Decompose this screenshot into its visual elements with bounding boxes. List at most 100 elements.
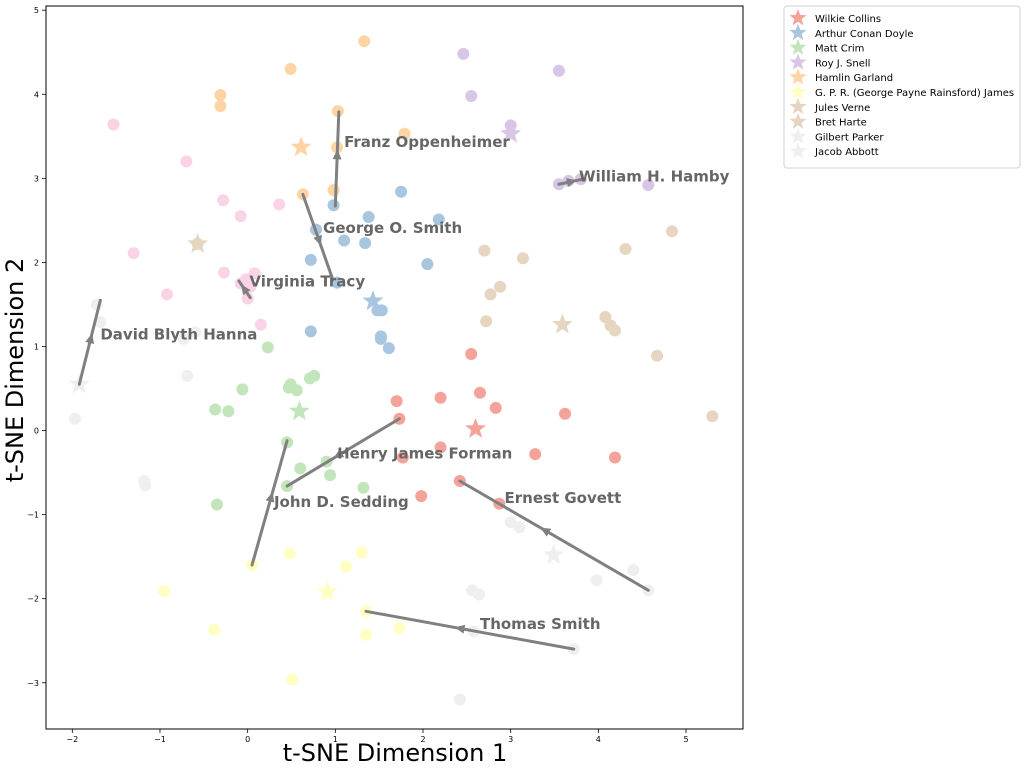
data-point bbox=[68, 412, 81, 425]
shift-arrow-head bbox=[241, 284, 251, 296]
data-point bbox=[217, 266, 230, 279]
shift-arrow bbox=[77, 298, 102, 386]
x-tick-label: 4 bbox=[596, 735, 601, 744]
series-10 bbox=[107, 118, 286, 331]
data-point bbox=[642, 179, 655, 192]
shift-arrow bbox=[250, 439, 289, 567]
data-point bbox=[529, 448, 542, 461]
data-point bbox=[465, 348, 478, 361]
shift-arrow bbox=[458, 479, 650, 592]
shift-arrow-head bbox=[332, 149, 342, 160]
shift-arrow-line bbox=[250, 439, 289, 567]
data-point bbox=[214, 89, 227, 102]
legend-entry-label: Hamlin Garland bbox=[815, 73, 893, 84]
centroid-star bbox=[362, 290, 384, 310]
data-point bbox=[651, 349, 664, 362]
series-7 bbox=[478, 225, 719, 423]
centroid-star bbox=[187, 232, 209, 253]
data-point bbox=[261, 341, 274, 354]
data-point bbox=[494, 280, 507, 293]
legend-marker-star bbox=[789, 127, 807, 144]
data-point bbox=[290, 384, 303, 397]
data-point bbox=[248, 267, 261, 280]
data-point bbox=[432, 213, 445, 226]
x-tick-label: −1 bbox=[154, 735, 166, 744]
data-point bbox=[217, 194, 230, 207]
data-point bbox=[304, 325, 317, 338]
y-tick-label: 5 bbox=[34, 6, 39, 15]
x-tick-label: 3 bbox=[508, 735, 513, 744]
data-point bbox=[504, 516, 517, 529]
data-point bbox=[489, 401, 502, 414]
y-tick-label: −1 bbox=[27, 511, 39, 520]
data-point bbox=[608, 324, 621, 337]
legend-entry-label: Arthur Conan Doyle bbox=[815, 29, 914, 40]
data-point bbox=[158, 585, 171, 598]
y-axis-title: t-SNE Dimension 2 bbox=[1, 258, 29, 483]
data-point bbox=[358, 35, 371, 48]
data-point bbox=[665, 225, 678, 238]
legend-entry-label: Wilkie Collins bbox=[815, 14, 881, 25]
data-point bbox=[375, 304, 388, 317]
x-tick-label: −2 bbox=[66, 735, 78, 744]
shift-arrow-line bbox=[364, 609, 576, 651]
author-label: Thomas Smith bbox=[480, 615, 601, 633]
data-point bbox=[127, 247, 140, 260]
shift-arrow bbox=[557, 177, 585, 187]
data-point bbox=[324, 469, 337, 482]
data-point bbox=[273, 198, 286, 211]
shift-arrow bbox=[285, 417, 401, 488]
author-label: Franz Oppenheimer bbox=[344, 133, 510, 151]
shift-arrow-head bbox=[85, 333, 95, 345]
data-point bbox=[107, 118, 120, 131]
author-label: John D. Sedding bbox=[273, 493, 409, 511]
data-point bbox=[254, 318, 267, 331]
data-point bbox=[590, 574, 603, 587]
data-point bbox=[398, 127, 411, 140]
data-point bbox=[222, 405, 235, 418]
legend-box bbox=[783, 5, 1021, 169]
legend-marker-star bbox=[789, 53, 807, 70]
data-point bbox=[465, 89, 478, 102]
data-point bbox=[396, 451, 409, 464]
shift-arrow-line bbox=[458, 479, 650, 592]
data-point bbox=[421, 258, 434, 271]
legend-marker-star bbox=[789, 68, 807, 85]
data-point bbox=[236, 383, 249, 396]
y-tick-label: 3 bbox=[34, 174, 39, 183]
shift-arrow-head bbox=[540, 527, 552, 537]
data-point bbox=[516, 252, 529, 265]
data-point bbox=[283, 547, 296, 560]
data-point bbox=[180, 155, 193, 168]
x-tick-label: 1 bbox=[333, 735, 338, 744]
data-point bbox=[177, 332, 190, 345]
y-tick-label: 1 bbox=[34, 342, 39, 351]
legend-entry-label: Jules Verne bbox=[814, 103, 870, 114]
shift-arrow bbox=[301, 192, 335, 281]
legend-entry-label: Jacob Abbott bbox=[814, 147, 879, 158]
data-point bbox=[160, 288, 173, 301]
data-point bbox=[210, 498, 223, 511]
data-point bbox=[338, 234, 351, 247]
x-axis-title: t-SNE Dimension 1 bbox=[283, 739, 508, 767]
y-tick-label: 0 bbox=[34, 427, 39, 436]
data-point bbox=[359, 237, 372, 250]
centroid-star bbox=[288, 400, 310, 421]
shift-arrow-head bbox=[454, 624, 466, 634]
x-tick-label: 5 bbox=[683, 735, 688, 744]
axes-frame bbox=[45, 5, 744, 730]
y-tick-label: −3 bbox=[27, 679, 39, 688]
data-point bbox=[415, 490, 428, 503]
data-point bbox=[434, 441, 447, 454]
centroid-star bbox=[290, 136, 312, 157]
series-8 bbox=[68, 298, 655, 706]
shift-arrow-head bbox=[333, 449, 345, 459]
y-tick-label: 4 bbox=[34, 90, 39, 99]
shift-arrow-head bbox=[566, 178, 577, 187]
data-point bbox=[382, 342, 395, 355]
data-point bbox=[608, 451, 621, 464]
data-point bbox=[706, 410, 719, 423]
data-point bbox=[478, 244, 491, 257]
data-point bbox=[241, 292, 254, 305]
